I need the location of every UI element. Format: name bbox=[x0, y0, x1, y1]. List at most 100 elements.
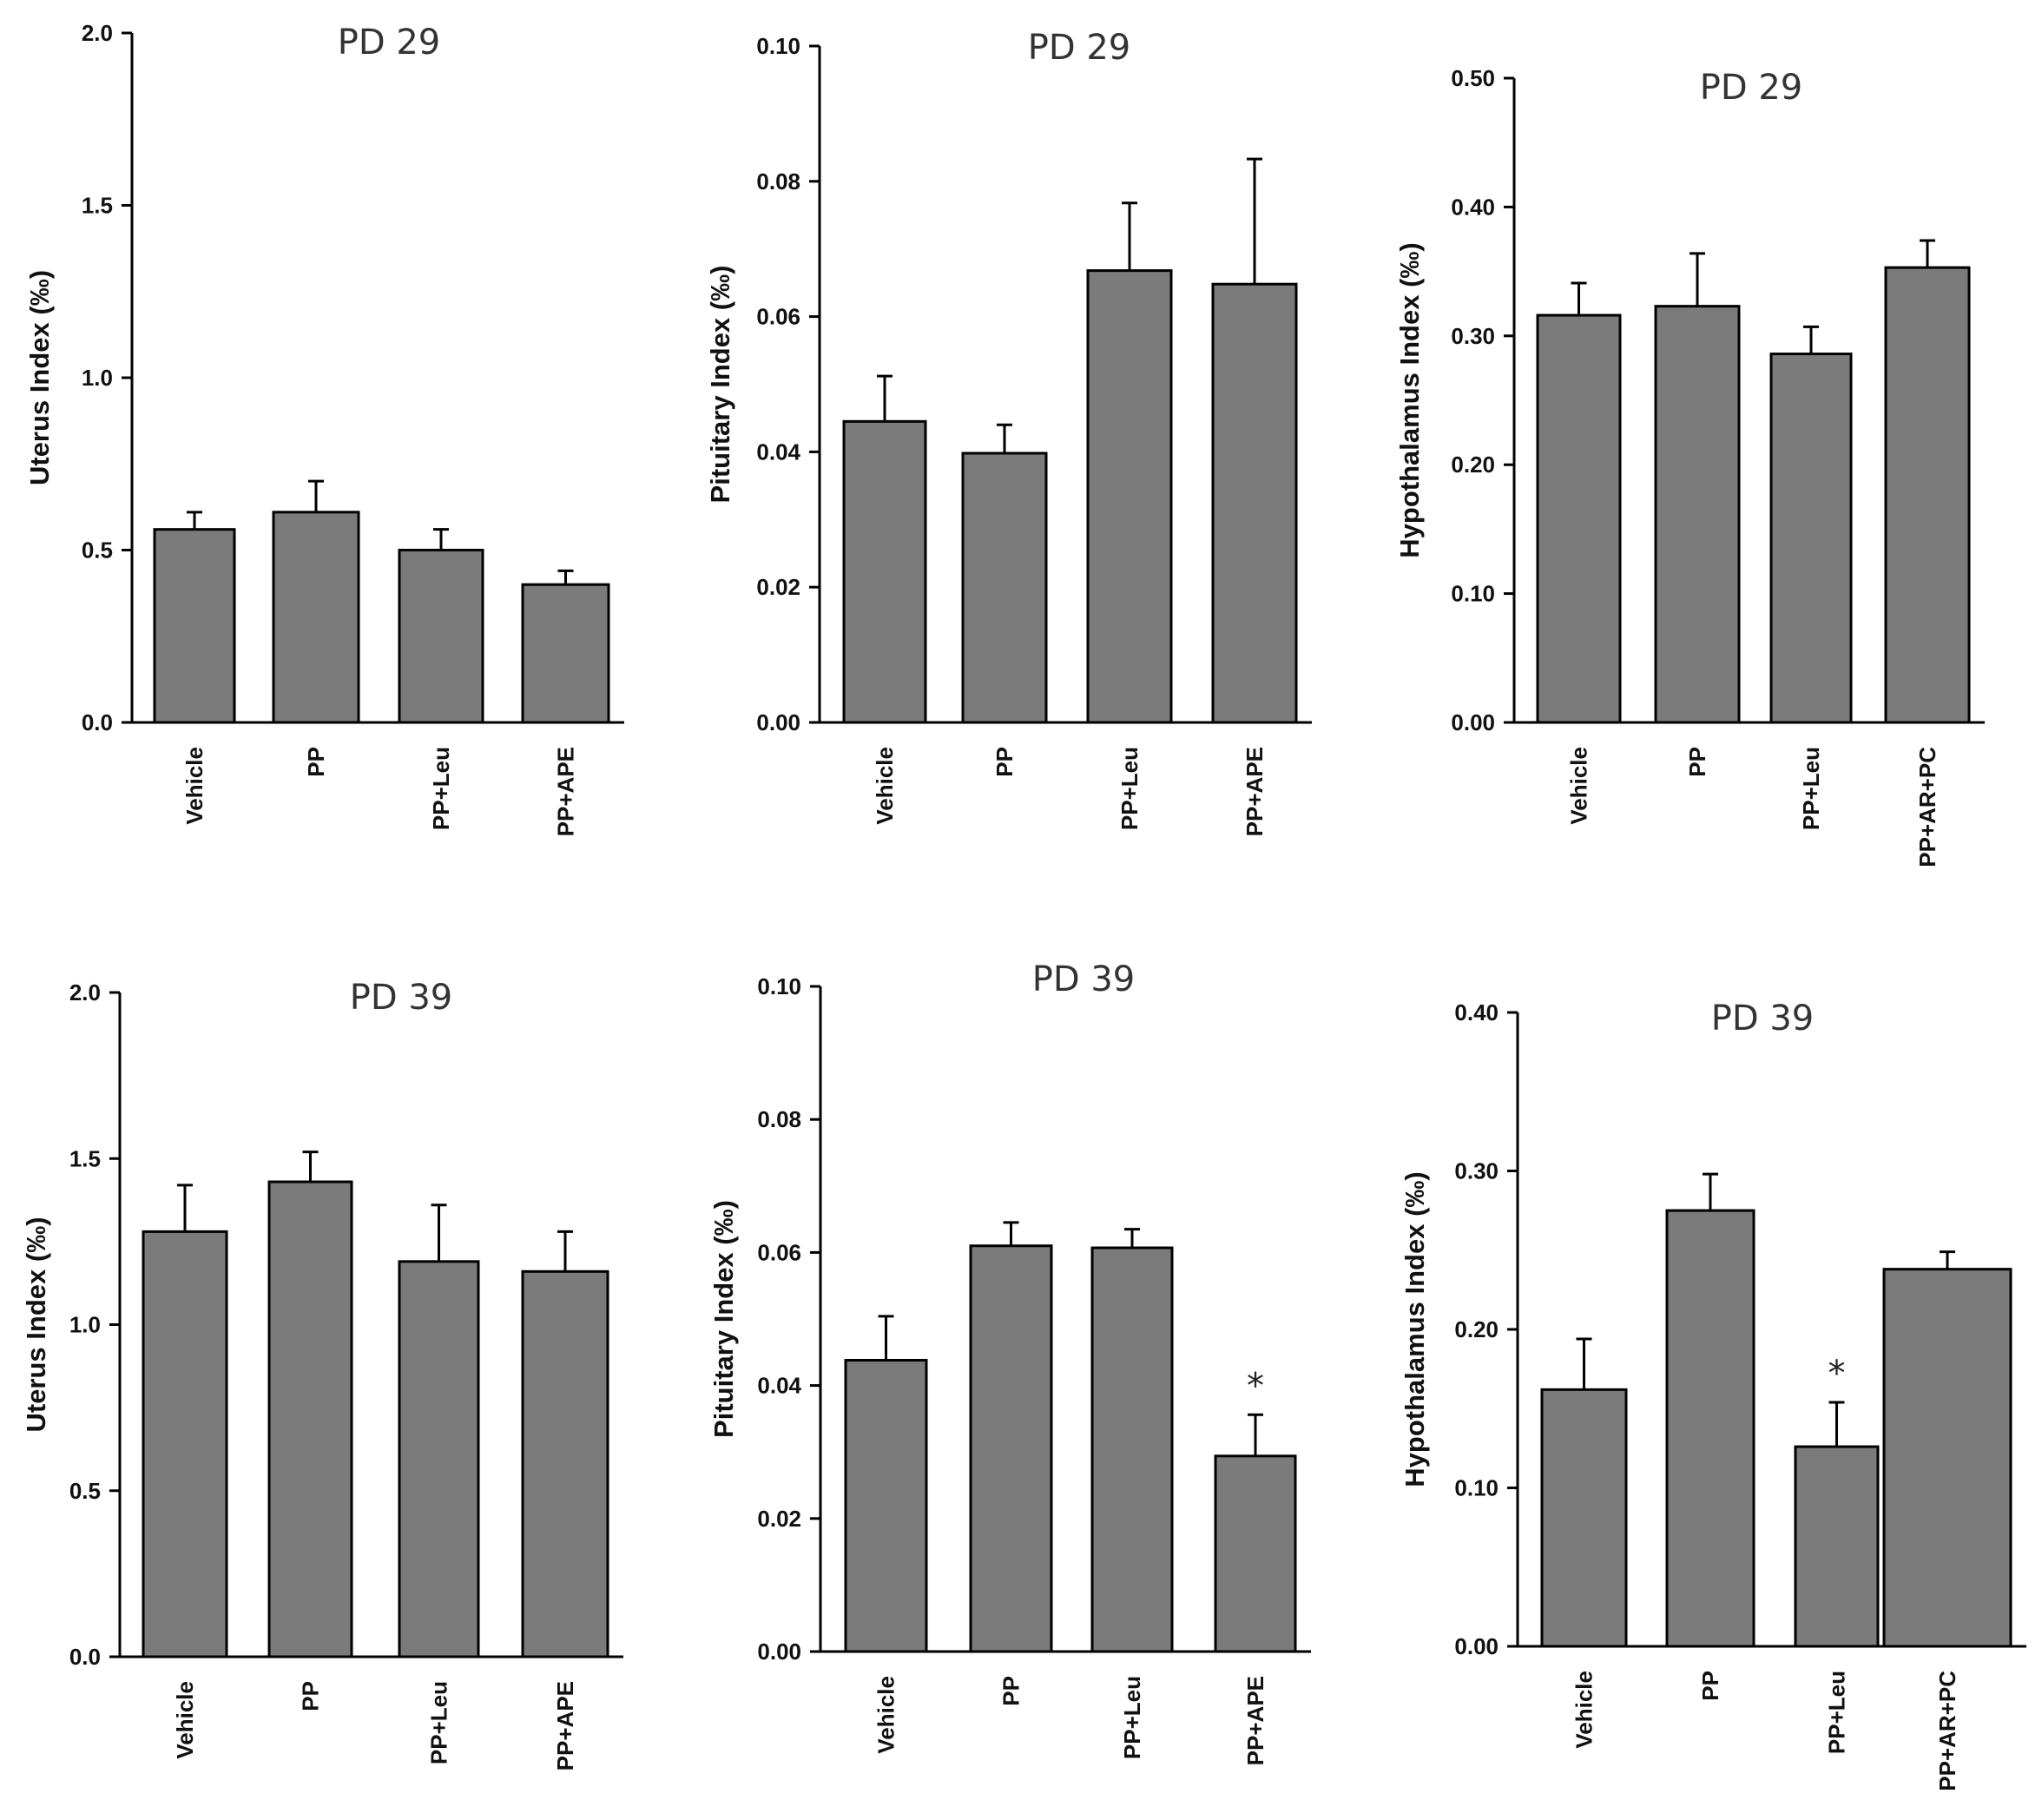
category-label: Vehicle bbox=[172, 1681, 198, 1759]
category-label: PP+AR+PC bbox=[1934, 1671, 1960, 1791]
bar-pp-ar-pc bbox=[1884, 266, 1971, 724]
y-tick-label: 0.20 bbox=[1451, 452, 1495, 478]
y-tick-label: 0.08 bbox=[757, 1106, 801, 1132]
category-label: PP bbox=[1684, 747, 1710, 777]
y-axis-title: Uterus Index (‰) bbox=[24, 270, 55, 485]
category-label: PP+Leu bbox=[1824, 1671, 1850, 1754]
category-label: PP+AR+PC bbox=[1914, 747, 1940, 867]
y-tick-label: 0.50 bbox=[1451, 65, 1495, 91]
category-label: PP bbox=[1697, 1671, 1723, 1701]
bar-pp bbox=[267, 1180, 353, 1658]
bar-pp-ape bbox=[521, 583, 610, 724]
y-tick-label: 0.00 bbox=[1454, 1633, 1499, 1659]
bar-pp-ape bbox=[521, 1269, 609, 1658]
chart-panel-3: 0.00 0.10 0.20 0.30 0.40 0.50 PD 29 Hypothalamu… bbox=[1394, 65, 1985, 867]
bar-pp-leu bbox=[1769, 353, 1853, 724]
y-tick-label: 0.10 bbox=[756, 33, 800, 59]
category-label: PP+Leu bbox=[1798, 747, 1824, 830]
y-tick-label: 0.0 bbox=[82, 709, 113, 735]
y-tick-label: 0.02 bbox=[756, 574, 800, 600]
category-label: PP+APE bbox=[1242, 747, 1268, 836]
y-tick-label: 0.00 bbox=[756, 709, 800, 735]
y-tick-label: 0.30 bbox=[1454, 1158, 1499, 1184]
y-tick-label: 2.0 bbox=[69, 979, 101, 1006]
bar-pp-ape bbox=[1211, 282, 1298, 724]
bar-pp-leu bbox=[398, 1260, 480, 1658]
category-label: PP+Leu bbox=[426, 1681, 452, 1764]
significance-marker: * bbox=[1247, 1366, 1264, 1406]
bar-vehicle bbox=[1540, 1388, 1628, 1648]
bar-vehicle bbox=[1536, 313, 1622, 724]
bar-pp-leu bbox=[1794, 1445, 1880, 1648]
y-axis-title: Hypothalamus Index (‰) bbox=[1400, 1171, 1430, 1487]
bar-pp bbox=[1665, 1209, 1755, 1648]
bar-pp-ar-pc bbox=[1882, 1268, 2012, 1648]
y-axis-title: Uterus Index (‰) bbox=[21, 1217, 51, 1432]
bar-pp-ape bbox=[1214, 1454, 1297, 1653]
bar-pp bbox=[969, 1244, 1053, 1653]
y-tick-label: 0.30 bbox=[1451, 323, 1495, 349]
category-label: PP bbox=[298, 1681, 324, 1711]
chart-panel-6: 0.00 0.10 0.20 0.30 0.40 PD 39 Hypothalamus In… bbox=[1400, 999, 2026, 1791]
bar-pp-leu bbox=[398, 549, 484, 724]
y-tick-label: 0.04 bbox=[756, 439, 800, 465]
category-label: Vehicle bbox=[1571, 1671, 1597, 1749]
chart-title: PD 29 bbox=[1700, 68, 1803, 108]
category-label: Vehicle bbox=[181, 747, 207, 825]
category-label: PP bbox=[303, 747, 329, 777]
y-tick-label: 0.40 bbox=[1454, 999, 1499, 1025]
y-tick-label: 0.02 bbox=[757, 1506, 801, 1532]
category-label: PP+Leu bbox=[1117, 747, 1143, 830]
category-label: Vehicle bbox=[1566, 747, 1592, 825]
y-tick-label: 0.10 bbox=[757, 973, 801, 999]
bar-pp bbox=[961, 452, 1048, 724]
y-tick-label: 0.20 bbox=[1454, 1316, 1499, 1342]
bar-vehicle bbox=[842, 419, 927, 724]
y-axis-title: Hypothalamus Index (‰) bbox=[1394, 242, 1425, 557]
chart-panel-5: 0.00 0.02 0.04 0.06 0.08 0.10 PD 39 Pituitary I… bbox=[708, 959, 1311, 1765]
y-tick-label: 0.10 bbox=[1451, 581, 1495, 607]
bar-pp bbox=[272, 511, 360, 724]
bar-pp-leu bbox=[1086, 269, 1173, 724]
y-tick-label: 0.08 bbox=[756, 168, 800, 195]
y-axis-title: Pituitary Index (‰) bbox=[708, 1200, 739, 1438]
y-tick-label: 0.06 bbox=[757, 1239, 801, 1265]
chart-title: PD 39 bbox=[1711, 999, 1815, 1039]
category-label: PP+Leu bbox=[1119, 1676, 1145, 1759]
category-label: PP bbox=[998, 1676, 1024, 1706]
bar-vehicle bbox=[142, 1230, 228, 1658]
chart-panel-1: 0.0 0.5 1.0 1.5 2.0 PD 29 Uterus Index (‰) Vehi… bbox=[24, 20, 624, 836]
chart-title: PD 29 bbox=[338, 23, 441, 63]
y-tick-label: 1.0 bbox=[69, 1312, 101, 1338]
category-label: PP+Leu bbox=[428, 747, 454, 830]
y-tick-label: 0.0 bbox=[69, 1644, 101, 1670]
category-label: PP+APE bbox=[552, 1681, 578, 1771]
y-tick-label: 0.00 bbox=[1451, 709, 1495, 735]
y-tick-label: 2.0 bbox=[82, 20, 113, 46]
category-label: Vehicle bbox=[872, 747, 898, 825]
y-tick-label: 0.04 bbox=[757, 1373, 801, 1399]
bar-pp bbox=[1654, 305, 1741, 724]
chart-title: PD 39 bbox=[350, 978, 453, 1018]
bar-pp-leu bbox=[1090, 1246, 1174, 1653]
y-tick-label: 0.40 bbox=[1451, 194, 1495, 220]
chart-title: PD 39 bbox=[1032, 959, 1136, 999]
y-tick-label: 0.5 bbox=[82, 537, 113, 564]
bar-vehicle bbox=[844, 1358, 928, 1653]
chart-title: PD 29 bbox=[1028, 28, 1131, 68]
category-label: PP bbox=[991, 747, 1018, 777]
y-tick-label: 0.00 bbox=[757, 1639, 801, 1665]
y-axis-title: Pituitary Index (‰) bbox=[705, 266, 735, 504]
y-tick-label: 0.06 bbox=[756, 304, 800, 330]
category-label: PP+APE bbox=[1242, 1676, 1268, 1765]
y-tick-label: 1.0 bbox=[82, 365, 113, 391]
chart-panel-2: 0.00 0.02 0.04 0.06 0.08 0.10 PD 29 Pituitary I… bbox=[705, 28, 1312, 836]
y-tick-label: 0.5 bbox=[69, 1478, 101, 1504]
category-label: Vehicle bbox=[873, 1676, 899, 1754]
bar-vehicle bbox=[153, 528, 236, 724]
category-label: PP+APE bbox=[553, 747, 579, 836]
significance-marker: * bbox=[1828, 1354, 1846, 1394]
y-tick-label: 1.5 bbox=[69, 1145, 101, 1171]
y-tick-label: 1.5 bbox=[82, 193, 113, 219]
